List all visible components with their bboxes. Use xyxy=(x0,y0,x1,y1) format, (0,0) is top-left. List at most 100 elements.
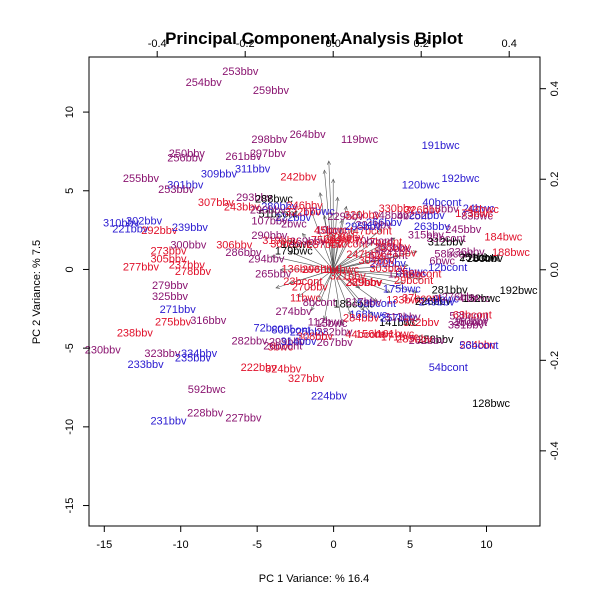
loading-arrowhead xyxy=(275,284,281,289)
x2-tick-label: 0.0 xyxy=(326,38,341,50)
loading-arrow xyxy=(333,228,382,270)
observation-label: 192bwc xyxy=(442,173,480,185)
observation-label: 254bbv xyxy=(186,77,223,89)
observation-label: 285bbv xyxy=(396,334,433,346)
loading-arrowhead xyxy=(381,246,387,251)
observation-label: 97bwc xyxy=(280,239,312,251)
observation-label: 7bcont xyxy=(369,236,402,248)
loading-arrowhead xyxy=(369,311,374,316)
observation-label: 331bbv xyxy=(448,319,485,331)
y2-tick-label: 0.2 xyxy=(549,172,561,187)
observation-label: 326bbv xyxy=(404,204,441,216)
observation-label: 313bbv xyxy=(384,312,421,324)
observation-label: 257bbv xyxy=(380,313,417,325)
observation-label: 249bbv xyxy=(419,297,456,309)
observation-label: 265bbv xyxy=(255,269,292,281)
observation-label: 184bwc xyxy=(484,231,522,243)
loading-arrow xyxy=(333,269,413,275)
loading-arrowhead xyxy=(347,311,352,316)
x-tick-label: 0 xyxy=(331,539,337,551)
observation-label: 292bbv xyxy=(141,225,178,237)
observation-label: 63bcont xyxy=(453,310,492,322)
observation-label: 9bwc xyxy=(433,293,459,305)
observation-label: 237bbv xyxy=(169,260,206,272)
observation-label: 270bbv xyxy=(292,282,329,294)
observation-label: 294bbv xyxy=(248,253,285,265)
observation-label: 3bwc xyxy=(268,341,294,353)
observation-label: 321bbv xyxy=(330,270,367,282)
observation-label: 236bbv xyxy=(449,247,486,259)
observation-label: 41bwc xyxy=(458,293,490,305)
observation-label: 33bcont xyxy=(427,233,466,245)
observation-label: 255bbv xyxy=(123,173,160,185)
observation-label: 253bbv xyxy=(158,184,195,196)
loading-arrowhead xyxy=(301,233,307,238)
observation-label: 327bbv xyxy=(288,373,325,385)
loading-arrowhead xyxy=(288,280,294,285)
observation-label: 179bwc xyxy=(275,246,313,258)
loading-arrowhead xyxy=(270,254,276,259)
observation-label: 282bbv xyxy=(231,335,268,347)
observation-label: 37bcont xyxy=(402,293,441,305)
observation-label: 302bbv xyxy=(126,216,163,228)
observation-label: 75bcont xyxy=(311,234,350,246)
observation-label: 312bbv xyxy=(428,236,465,248)
observation-label: 245bbv xyxy=(445,224,482,236)
y2-tick-label: -0.4 xyxy=(549,441,561,460)
observation-label: 252bbv xyxy=(409,210,446,222)
observation-label: 304bbv xyxy=(359,255,396,267)
observation-label: 242bbv xyxy=(280,172,317,184)
loading-arrowhead xyxy=(399,280,405,285)
observation-label: 112bwc xyxy=(308,317,346,329)
observation-label: 1bcont xyxy=(454,317,487,329)
observation-label: 316bbv xyxy=(190,315,227,327)
loading-arrow xyxy=(328,161,334,270)
loading-arrow xyxy=(324,215,334,270)
loading-arrow xyxy=(333,246,387,271)
loading-arrowhead xyxy=(318,192,323,197)
loading-arrow xyxy=(333,237,395,271)
loading-arrowhead xyxy=(331,178,336,183)
observation-label: 222bbv xyxy=(241,362,278,374)
loading-arrow xyxy=(310,269,334,311)
observation-label: 230bbv xyxy=(85,345,122,357)
loading-arrow xyxy=(333,251,417,271)
y2-tick-label: 0.4 xyxy=(549,81,561,96)
observation-label: 243bbv xyxy=(224,202,261,214)
loading-arrowhead xyxy=(368,242,374,247)
x-tick-label: -15 xyxy=(96,539,112,551)
y-tick-label: -10 xyxy=(64,419,76,435)
observation-label: 296bbv xyxy=(302,264,339,276)
observation-label: 66bcont xyxy=(402,268,441,280)
loading-arrowhead xyxy=(310,306,315,312)
loading-arrowhead xyxy=(412,250,418,255)
loading-arrow xyxy=(319,269,334,302)
observation-label: 247bbv xyxy=(346,249,383,261)
loading-arrowhead xyxy=(373,297,378,302)
observation-label: 240bbv xyxy=(370,258,407,270)
loading-arrowhead xyxy=(408,272,414,277)
observation-label: 288bwc xyxy=(255,194,293,206)
observation-label: 161bwc xyxy=(376,329,414,341)
loading-arrowhead xyxy=(322,214,327,220)
observation-label: 234bbv xyxy=(459,339,496,351)
x2-tick-label: -0.4 xyxy=(148,38,167,50)
loading-arrow xyxy=(332,197,338,270)
observation-label: 12bcont xyxy=(428,262,467,274)
loading-arrow xyxy=(332,228,356,270)
observation-label: 171bwc xyxy=(381,332,419,344)
observation-label: 280bbv xyxy=(261,201,298,213)
loading-arrowhead xyxy=(417,276,422,281)
observation-label: 235bbv xyxy=(175,353,212,365)
observation-label: 156bwc xyxy=(356,329,394,341)
loading-arrow xyxy=(302,233,334,270)
observation-label: 239bbv xyxy=(172,222,209,234)
observation-label: 279bbv xyxy=(152,280,189,292)
observation-label: 300bbv xyxy=(170,239,207,251)
observation-label: 141bwc xyxy=(379,317,417,329)
loading-arrowhead xyxy=(339,219,344,224)
observation-label: 6bwc xyxy=(429,256,455,268)
observation-label: 259bbv xyxy=(253,85,290,97)
observation-label: 267bbv xyxy=(317,337,354,349)
